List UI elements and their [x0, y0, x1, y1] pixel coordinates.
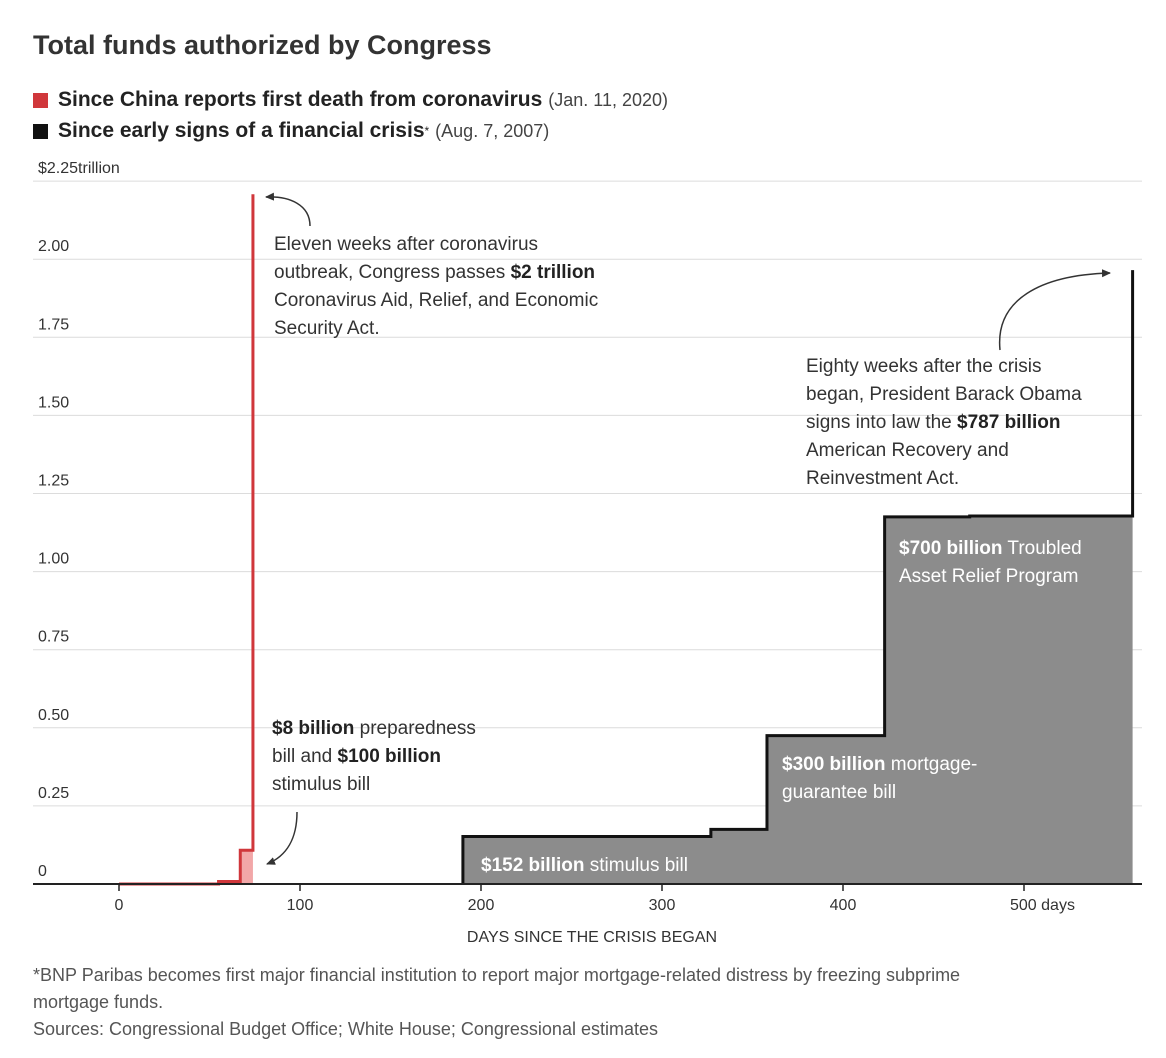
anno-covid-small-text2: bill and — [272, 746, 338, 767]
x-tick-label-2: 200 — [468, 897, 495, 914]
anno-covid-2t-amount: $2 trillion — [510, 262, 596, 283]
legend-item-financial: Since early signs of a financial crisis *… — [33, 119, 549, 143]
y-tick-label-6: 1.50 — [38, 394, 69, 411]
anno-mortgage-text2: guarantee bill — [782, 782, 897, 803]
sources: Sources: Congressional Budget Office; Wh… — [33, 1019, 658, 1039]
footnote-line2: mortgage funds. — [33, 992, 164, 1012]
annotation-mortgage: $300 billion mortgage- guarantee bill — [782, 751, 977, 807]
anno-arra-line4: American Recovery and — [806, 440, 1009, 461]
legend-footnote-marker: * — [424, 124, 430, 138]
x-tick-label-1: 100 — [287, 897, 314, 914]
y-tick-label-9: $2.25trillion — [38, 160, 120, 177]
anno-covid-2t-line3: Coronavirus Aid, Relief, and Economic — [274, 290, 599, 311]
area-layer — [119, 194, 1133, 884]
anno-mortgage-amount: $300 billion — [782, 754, 886, 775]
x-tick-label-4: 400 — [830, 897, 857, 914]
legend-swatch-red — [33, 92, 48, 108]
footnote: *BNP Paribas becomes first major financi… — [33, 962, 960, 1043]
annotation-stimulus: $152 billion stimulus bill — [481, 852, 688, 880]
anno-tarp-text2: Asset Relief Program — [899, 566, 1079, 587]
annotation-covid-small: $8 billion preparedness bill and $100 bi… — [272, 715, 476, 799]
anno-arra-line2: began, President Barack Obama — [806, 384, 1082, 405]
anno-covid-small-text3: stimulus bill — [272, 774, 371, 795]
x-tick-label-3: 300 — [649, 897, 676, 914]
y-tick-label-0: 0 — [38, 863, 47, 880]
annotation-covid-2t: Eleven weeks after coronavirus outbreak,… — [274, 231, 598, 343]
legend-item-covid: Since China reports first death from cor… — [33, 88, 668, 112]
annotation-arra: Eighty weeks after the crisis began, Pre… — [806, 353, 1082, 493]
anno-stimulus-text1: stimulus bill — [584, 855, 688, 876]
series-line-1 — [461, 270, 1135, 884]
y-tick-label-2: 0.50 — [38, 707, 69, 724]
anno-covid-small-amount1: $8 billion — [272, 718, 355, 739]
y-tick-label-8: 2.00 — [38, 238, 69, 255]
arrow-covid-small — [266, 811, 298, 865]
grid-layer — [33, 180, 1142, 807]
anno-stimulus-amount: $152 billion — [481, 855, 585, 876]
arrow-covid-2t — [265, 192, 311, 227]
anno-covid-small-text1: preparedness — [354, 718, 476, 739]
y-tick-label-7: 1.75 — [38, 316, 69, 333]
anno-covid-small-amount2: $100 billion — [337, 746, 441, 767]
y-tick-label-3: 0.75 — [38, 629, 69, 646]
anno-mortgage-text1: mortgage- — [885, 754, 978, 775]
anno-arra-amount: $787 billion — [957, 412, 1061, 433]
anno-covid-2t-line2: outbreak, Congress passes — [274, 262, 511, 283]
x-tick-label-5: 500 days — [1010, 897, 1075, 914]
y-tick-label-1: 0.25 — [38, 785, 69, 802]
arrow-arra — [998, 269, 1111, 351]
anno-covid-2t-line1: Eleven weeks after coronavirus — [274, 234, 539, 255]
anno-tarp-amount: $700 billion — [899, 538, 1003, 559]
legend-label-covid: Since China reports first death from cor… — [58, 88, 543, 111]
legend-date-covid: (Jan. 11, 2020) — [548, 89, 669, 110]
arrow-layer — [265, 192, 1111, 865]
x-axis-label: DAYS SINCE THE CRISIS BEGAN — [467, 929, 717, 946]
anno-tarp-text1: Troubled — [1002, 538, 1082, 559]
legend-date-financial: (Aug. 7, 2007) — [435, 120, 550, 141]
anno-arra-line3: signs into law the — [806, 412, 958, 433]
annotation-tarp: $700 billion Troubled Asset Relief Progr… — [899, 535, 1082, 591]
legend-swatch-black — [33, 123, 48, 139]
tick-layer: 0 0.25 0.50 0.75 1.00 1.25 1.50 1.75 2.00 $2.25tr… — [33, 160, 1142, 914]
y-tick-label-4: 1.00 — [38, 551, 69, 568]
x-tick-label-0: 0 — [115, 897, 124, 914]
series-area-1 — [462, 270, 1133, 884]
legend-label-financial: Since early signs of a financial crisis — [58, 119, 425, 142]
anno-covid-2t-line4: Security Act. — [274, 318, 380, 339]
y-tick-label-5: 1.25 — [38, 473, 69, 490]
footnote-line1: *BNP Paribas becomes first major financi… — [33, 965, 961, 985]
anno-arra-line1: Eighty weeks after the crisis — [806, 356, 1042, 377]
series-line-0 — [119, 194, 255, 886]
series-area-0 — [119, 194, 253, 884]
anno-arra-line5: Reinvestment Act. — [806, 468, 960, 489]
chart-title: Total funds authorized by Congress — [33, 30, 492, 60]
